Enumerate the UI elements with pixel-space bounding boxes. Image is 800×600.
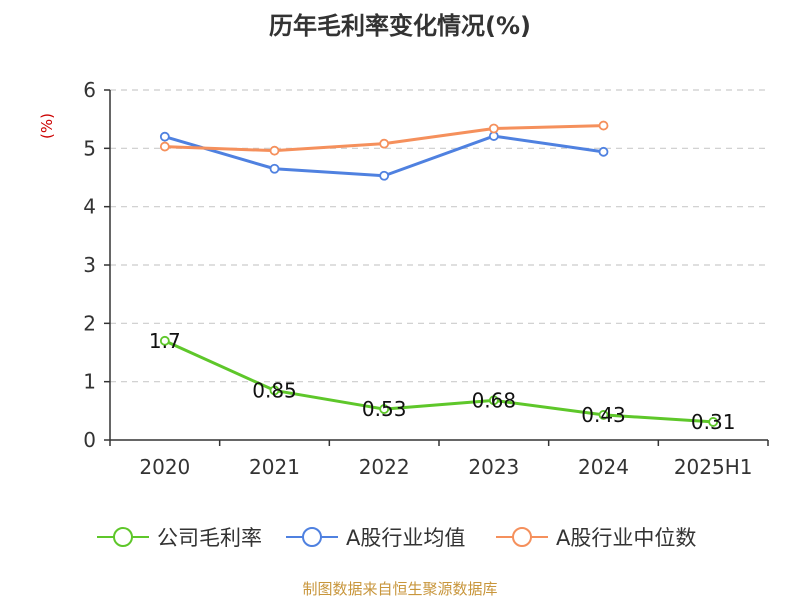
legend-marker-0 — [113, 527, 133, 547]
x-tick-label: 2021 — [249, 455, 300, 479]
x-tick-label: 2022 — [359, 455, 410, 479]
x-tick-label: 2020 — [139, 455, 190, 479]
data-point — [598, 410, 609, 420]
data-label: 0.31 — [691, 410, 736, 434]
data-labels: 1.7 0.85 0.53 0.68 0.43 0.31 — [149, 329, 736, 434]
data-point — [598, 146, 609, 157]
y-tick-label: 3 — [83, 253, 96, 277]
source-note: 制图数据来自恒生聚源数据库 — [302, 580, 497, 598]
y-tick-label: 4 — [83, 195, 96, 219]
data-point — [159, 141, 170, 152]
axes: 0 1 2 3 4 5 6 2020 2021 2022 2023 2024 2025H1 — [83, 78, 769, 479]
legend-label-2: A股行业中位数 — [556, 526, 696, 550]
data-point — [708, 417, 719, 427]
data-point — [379, 170, 390, 181]
x-tick-label: 2025H1 — [674, 455, 753, 479]
y-tick-label: 0 — [83, 428, 96, 452]
grid-lines — [110, 89, 768, 383]
data-label: 0.68 — [472, 388, 517, 412]
y-tick-label: 1 — [83, 370, 96, 394]
data-point — [269, 163, 280, 174]
data-point — [379, 138, 390, 149]
data-label: 0.53 — [362, 397, 407, 421]
data-point — [488, 395, 499, 406]
legend-marker-1 — [302, 527, 322, 547]
data-point — [488, 123, 499, 134]
legend: 公司毛利率 A股行业均值 A股行业中位数 — [97, 526, 696, 550]
x-tick-label: 2024 — [578, 455, 629, 479]
data-label: 0.43 — [581, 403, 626, 427]
y-tick-label: 6 — [83, 78, 96, 102]
legend-marker-2 — [512, 527, 532, 547]
data-point — [598, 120, 609, 131]
legend-label-1: A股行业均值 — [346, 526, 465, 550]
data-label: 1.7 — [149, 329, 181, 353]
data-point — [269, 385, 280, 396]
y-tick-label: 5 — [83, 136, 96, 160]
data-point — [159, 335, 170, 346]
data-label: 0.85 — [252, 378, 297, 402]
x-tick-label: 2023 — [468, 455, 519, 479]
data-point — [379, 404, 390, 414]
series-layer — [159, 120, 719, 427]
chart-title: 历年毛利率变化情况(%) — [269, 12, 531, 40]
data-point — [269, 145, 280, 156]
data-point — [159, 131, 170, 142]
y-tick-label: 2 — [83, 311, 96, 335]
series-line-0 — [164, 339, 714, 424]
y-axis-unit: (%) — [38, 113, 56, 139]
legend-label-0: 公司毛利率 — [157, 526, 262, 550]
